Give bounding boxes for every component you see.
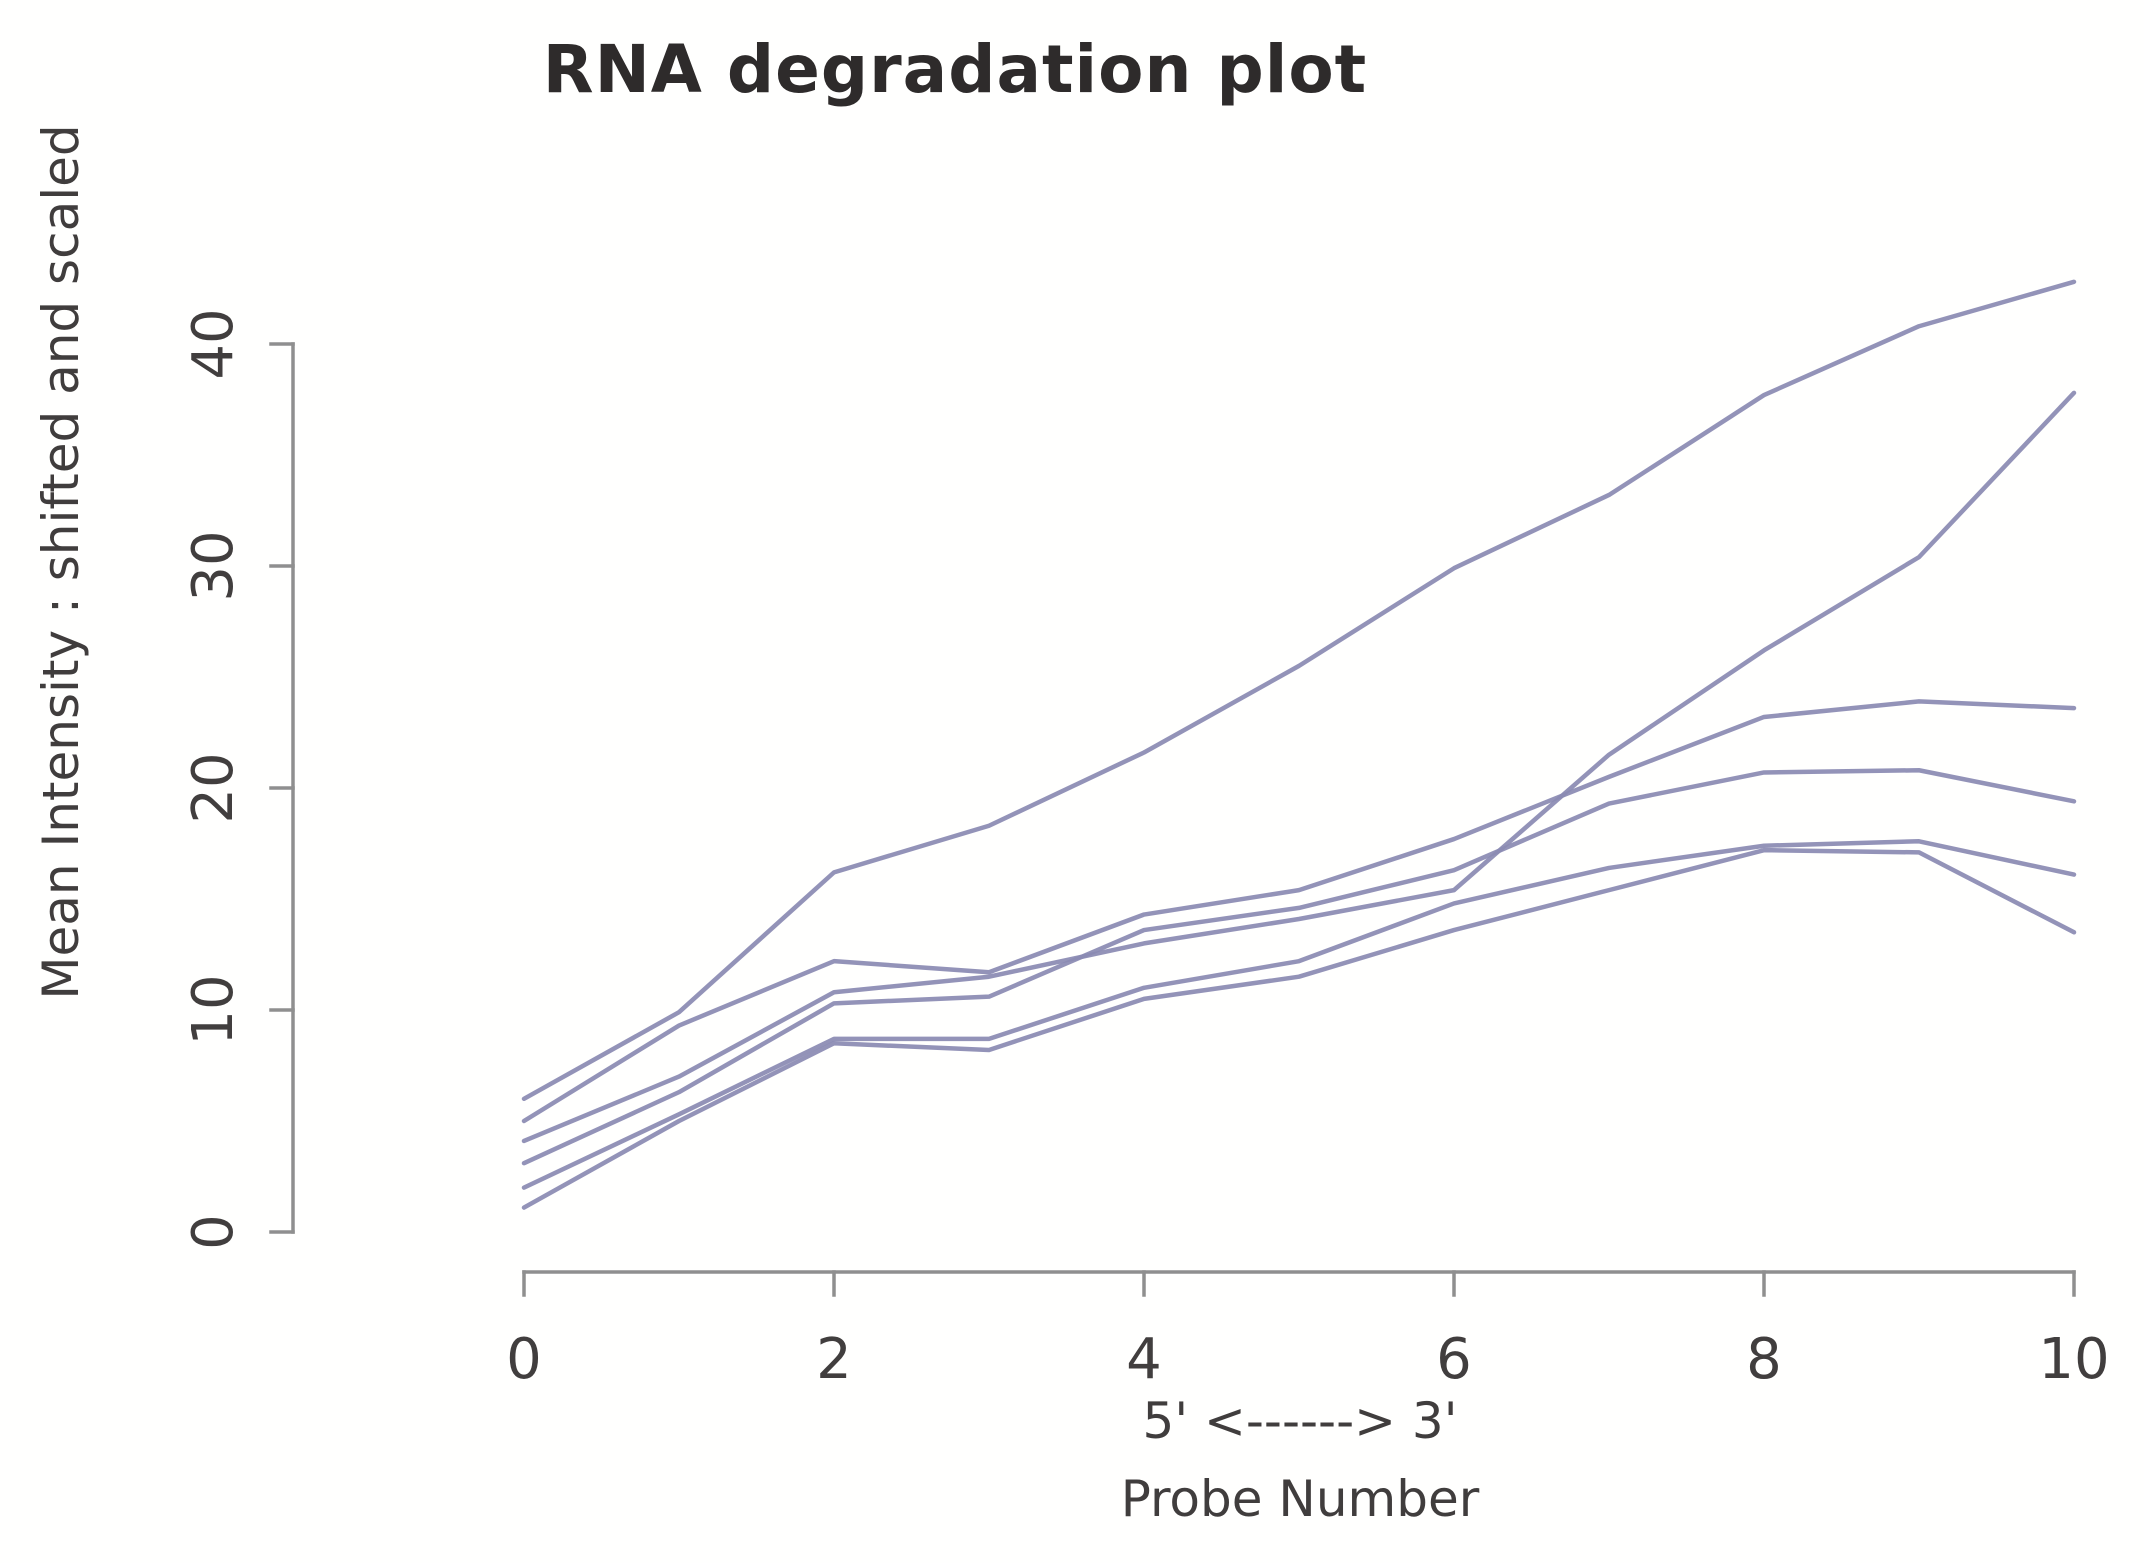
y-tick-label: 40 xyxy=(181,308,246,379)
chart-title: RNA degradation plot xyxy=(543,31,1367,108)
series-line-6 xyxy=(521,847,2077,1210)
series-line-4 xyxy=(521,767,2077,1166)
y-tick-label: 20 xyxy=(181,752,246,823)
x-tick-label: 8 xyxy=(1746,1327,1782,1392)
y-axis: 0 10 20 30 40 xyxy=(181,308,295,1250)
y-tick-label: 0 xyxy=(181,1214,246,1250)
y-tick-label: 10 xyxy=(181,974,246,1045)
x-axis-direction-label: 5' <------> 3' xyxy=(1143,1392,1458,1450)
x-tick-label: 0 xyxy=(506,1327,542,1392)
series-line-1 xyxy=(521,279,2077,1102)
series-line-2 xyxy=(521,390,2077,1144)
y-tick-label: 30 xyxy=(181,530,246,601)
x-tick-label: 6 xyxy=(1436,1327,1472,1392)
x-axis: 0 2 4 6 8 10 xyxy=(506,1270,2110,1392)
series-line-3 xyxy=(521,699,2077,1124)
x-tick-label: 4 xyxy=(1126,1327,1162,1392)
x-tick-label: 10 xyxy=(2038,1327,2109,1392)
series-line-5 xyxy=(521,839,2077,1190)
series-lines xyxy=(521,279,2077,1210)
y-axis-label: Mean Intensity : shifted and scaled xyxy=(32,124,90,999)
x-tick-label: 2 xyxy=(816,1327,852,1392)
x-axis-label: Probe Number xyxy=(1121,1470,1480,1528)
